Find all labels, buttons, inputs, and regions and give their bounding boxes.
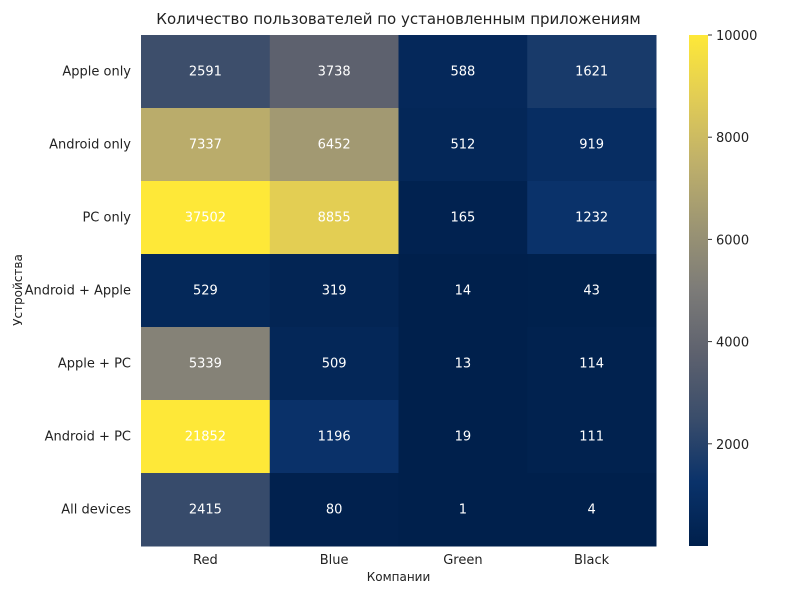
cell-value-label: 13 [455,357,472,372]
column-tick-label: Green [443,553,482,568]
colorbar-tick-label: 10000 [716,29,757,44]
cell-value-label: 1 [459,503,467,518]
heatmap-cell [527,473,657,547]
cell-value-label: 8855 [318,211,351,226]
heatmap-cell [398,35,528,109]
heatmap-cell [141,181,271,255]
cell-value-label: 5339 [189,357,222,372]
row-tick-labels: Apple only Android only PC only Android + A… [25,65,132,518]
row-tick-label: Apple only [62,65,131,80]
heatmap-cell [141,35,271,109]
cell-value-label: 43 [583,284,600,299]
column-tick-label: Black [574,553,610,568]
heatmap-cell [269,254,399,328]
colorbar-tick-label: 8000 [716,131,749,146]
heatmap-cell [398,400,528,474]
cell-value-label: 529 [193,284,218,299]
cell-value-label: 80 [326,503,343,518]
row-tick-label: PC only [82,211,131,226]
row-tick-label: Apple + PC [58,357,131,372]
cell-annotations: 2591 3738 588 1621 7337 6452 512 919 37502 8855 16… [185,65,608,518]
cell-value-label: 3738 [318,65,351,80]
heatmap-cell [141,327,271,401]
cell-value-label: 1621 [575,65,608,80]
cell-value-label: 114 [579,357,604,372]
heatmap-cell [269,400,399,474]
cell-value-label: 319 [322,284,347,299]
heatmap-cell [269,473,399,547]
colorbar-tick-label: 2000 [716,438,749,453]
cell-value-label: 509 [322,357,347,372]
cell-value-label: 6452 [318,138,351,153]
cell-value-label: 1196 [318,430,351,445]
cell-value-label: 919 [579,138,604,153]
cell-value-label: 588 [450,65,475,80]
heatmap-cell [527,254,657,328]
cell-value-label: 512 [450,138,475,153]
heatmap-cell [527,35,657,109]
chart-title: Количество пользователей по установленны… [156,10,641,28]
heatmap-cell [527,108,657,182]
cell-value-label: 4 [587,503,595,518]
column-tick-label: Blue [320,553,349,568]
colorbar-tick-label: 6000 [716,233,749,248]
cell-value-label: 14 [455,284,472,299]
heatmap-cell [527,181,657,255]
heatmap-cell [398,254,528,328]
cell-value-label: 21852 [185,430,226,445]
heatmap-cell [141,400,271,474]
cell-value-label: 7337 [189,138,222,153]
cell-value-label: 19 [455,430,472,445]
heatmap-cell [398,181,528,255]
heatmap-cell [398,108,528,182]
heatmap-cell [141,254,271,328]
heatmap-cell [527,327,657,401]
heatmap-cell [141,108,271,182]
colorbar-tick-label: 4000 [716,336,749,351]
heatmap-cell [141,473,271,547]
cell-value-label: 2591 [189,65,222,80]
heatmap-cell [398,473,528,547]
heatmap-cell [269,35,399,109]
heatmap-cell [269,327,399,401]
heatmap-cells [141,35,657,547]
column-tick-label: Red [193,553,218,568]
row-tick-label: Android only [49,138,131,153]
cell-value-label: 165 [450,211,475,226]
cell-value-label: 2415 [189,503,222,518]
cell-value-label: 1232 [575,211,608,226]
row-tick-label: Android + PC [45,430,131,445]
row-tick-label: Android + Apple [25,284,131,299]
heatmap-cell [269,181,399,255]
heatmap-cell [269,108,399,182]
cell-value-label: 111 [579,430,604,445]
heatmap-cell [398,327,528,401]
column-tick-labels: Red Blue Green Black [193,553,610,568]
x-axis-label: Компании [366,570,431,584]
colorbar-ticks: 2000 4000 6000 8000 10000 [708,29,757,453]
colorbar [689,35,708,546]
heatmap-cell [527,400,657,474]
cell-value-label: 37502 [185,211,226,226]
row-tick-label: All devices [61,503,131,518]
